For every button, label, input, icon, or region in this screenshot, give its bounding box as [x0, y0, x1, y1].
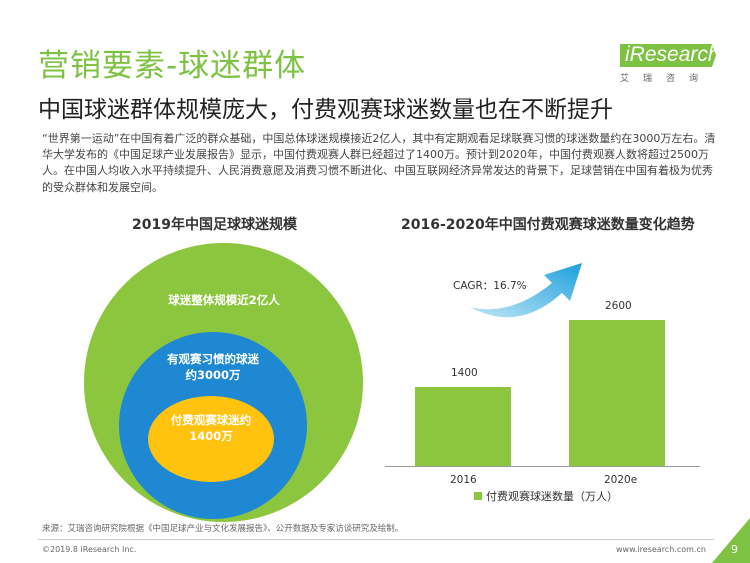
cagr-annotation: CAGR：16.7%	[453, 280, 527, 292]
intro-paragraph: “世界第一运动”在中国有着广泛的群众基础，中国总体球迷规模接近2亿人，其中有定期…	[42, 132, 716, 194]
x-tick-label: 2020e	[604, 474, 638, 486]
legend-swatch	[474, 492, 482, 500]
corner-triangle-icon	[712, 518, 750, 563]
bar-value-label: 2600	[605, 300, 632, 312]
logo-banner-icon	[620, 44, 716, 67]
page-number: 9	[731, 543, 738, 556]
left-chart-title: 2019年中国足球球迷规模	[132, 217, 297, 233]
middle-circle-label-1: 有观赛习惯的球迷	[167, 352, 259, 366]
copyright: ©2019.8 iResearch Inc.	[42, 545, 137, 554]
legend-label: 付费观赛球迷数量（万人）	[486, 490, 618, 503]
website-url: www.iresearch.com.cn	[616, 545, 706, 554]
footer-divider	[38, 539, 714, 540]
logo-subtext: 艾瑞咨询	[620, 74, 713, 84]
cagr-arrow-icon	[470, 263, 582, 318]
bar-2016	[415, 387, 511, 466]
bar-2020e	[569, 320, 665, 466]
page-title: 营销要素-球迷群体	[38, 48, 307, 84]
x-axis	[385, 466, 700, 467]
logo-text: iResearch	[625, 43, 720, 66]
x-tick-label: 2016	[450, 474, 477, 486]
inner-circle	[148, 396, 274, 482]
inner-circle-label-2: 1400万	[189, 429, 233, 443]
middle-circle-label-2: 约3000万	[185, 368, 241, 382]
page-subtitle: 中国球迷群体规模庞大，付费观赛球迷数量也在不断提升	[38, 97, 613, 123]
bar-value-label: 1400	[451, 367, 478, 380]
source-note: 来源：艾瑞咨询研究院根据《中国足球产业与文化发展报告》、公开数据及专家访谈研究及…	[42, 524, 404, 534]
right-chart-title: 2016-2020年中国付费观赛球迷数量变化趋势	[401, 217, 695, 233]
inner-circle-label-1: 付费观赛球迷约	[170, 413, 252, 427]
outer-circle-label: 球迷整体规模近2亿人	[168, 293, 280, 307]
iresearch-logo: iResearch 艾瑞咨询	[612, 40, 720, 84]
